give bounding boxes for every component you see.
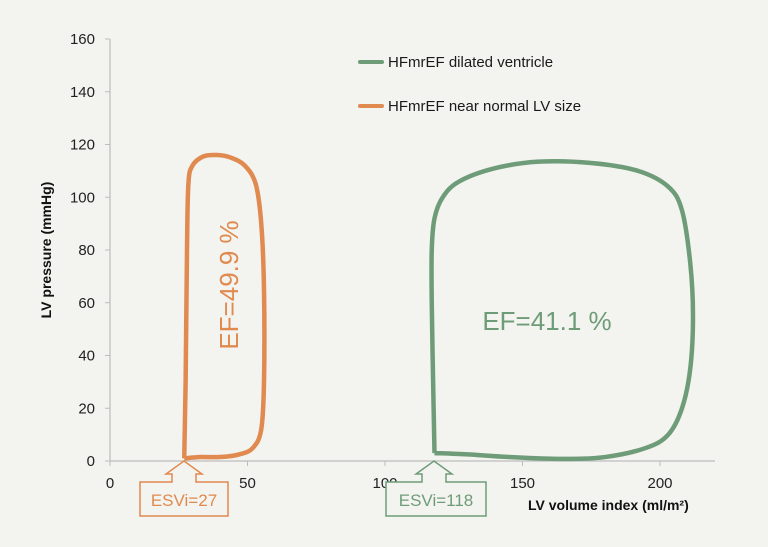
x-tick-label: 150: [510, 475, 535, 492]
y-tick-label: 120: [70, 137, 95, 154]
pv-loops: [182, 152, 696, 462]
y-tick-label: 140: [70, 84, 95, 101]
pv-loop-near-normal: [182, 152, 267, 461]
x-axis-title: LV volume index (ml/m²): [528, 497, 689, 513]
y-ticks: 0 20 40 60 80 100 120 140 160: [70, 31, 110, 470]
y-tick-label: 0: [87, 453, 95, 470]
esvi-callout-near-normal: ESVi=27: [139, 460, 229, 517]
y-tick-label: 80: [78, 242, 95, 259]
y-tick-label: 60: [78, 295, 95, 312]
pv-loop-dilated: [429, 159, 696, 462]
legend-label-dilated: HFmrEF dilated ventricle: [388, 54, 553, 71]
y-tick-label: 100: [70, 189, 95, 206]
esvi-label-dilated: ESVi=118: [399, 491, 474, 510]
legend: HFmrEF dilated ventricle HFmrEF near nor…: [358, 54, 581, 115]
ef-label-dilated: EF=41.1 %: [482, 306, 611, 336]
x-tick-label: 200: [647, 475, 672, 492]
y-tick-label: 40: [78, 348, 95, 365]
legend-label-near-normal: HFmrEF near normal LV size: [388, 98, 581, 115]
ef-label-near-normal: EF=49.9 %: [214, 220, 244, 349]
x-tick-label: 50: [239, 475, 256, 492]
y-tick-label: 160: [70, 31, 95, 48]
x-ticks: 0 50 100 150 200: [106, 461, 673, 492]
y-axis-title: LV pressure (mmHg): [38, 182, 54, 319]
esvi-callout-dilated: ESVi=118: [385, 460, 487, 517]
esvi-label-near-normal: ESVi=27: [151, 491, 217, 510]
x-tick-label: 0: [106, 475, 114, 492]
y-tick-label: 20: [78, 400, 95, 417]
